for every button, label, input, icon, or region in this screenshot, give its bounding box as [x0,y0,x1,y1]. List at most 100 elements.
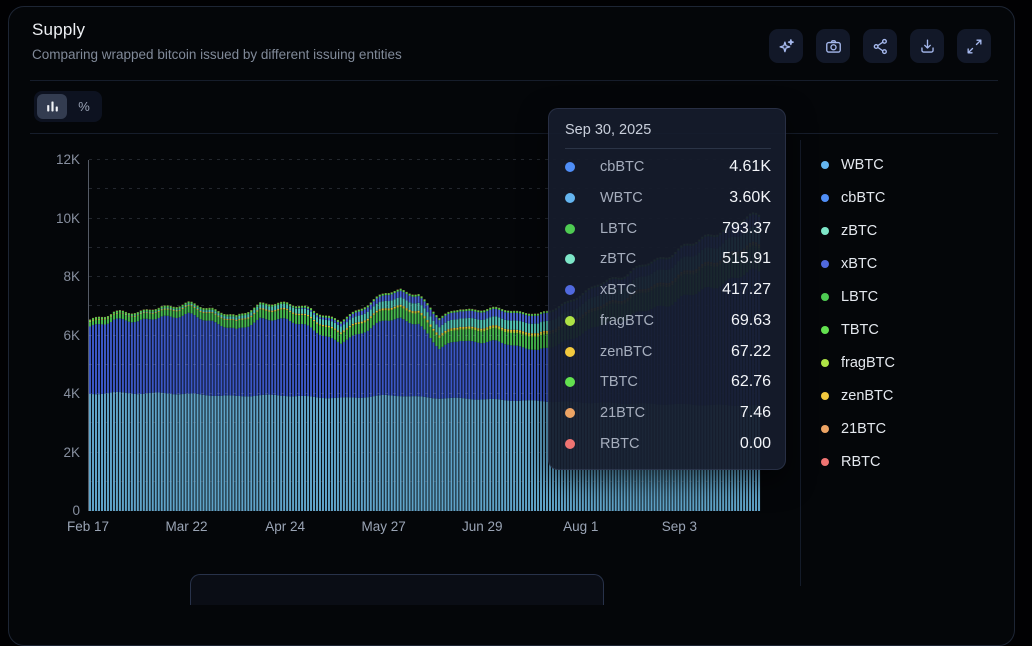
gridline [89,363,761,365]
legend-label: 21BTC [841,420,887,437]
legend-item[interactable]: zBTC [821,214,895,247]
legend-item[interactable]: cbBTC [821,181,895,214]
legend-label: cbBTC [841,189,886,206]
legend-label: RBTC [841,453,881,470]
expand-icon [966,38,982,54]
gridline [89,188,761,190]
header-divider [30,80,998,81]
legend-dot [821,457,829,466]
range-selector-panel-edge[interactable] [190,574,604,605]
series-value: 0.00 [739,434,771,452]
legend-item[interactable]: LBTC [821,280,895,313]
x-axis-tick-label: Apr 24 [265,519,305,534]
legend-label: TBTC [841,321,879,338]
gridline [89,393,761,394]
tooltip-row: cbBTC 4.61K [565,158,771,176]
x-axis-tick-label: Jun 29 [461,519,503,534]
series-dot [565,315,575,326]
legend-dot [821,226,829,235]
legend-divider [800,140,801,586]
gridline [89,422,761,424]
screenshot-button[interactable] [816,29,850,63]
legend-item[interactable]: zenBTC [821,379,895,412]
tooltip-rows: cbBTC 4.61K WBTC 3.60K LBTC 793.37 zBTC 515.91 x… [565,158,771,453]
gridline [89,480,761,482]
series-label: fragBTC [600,312,654,329]
tooltip-row: fragBTC 69.63 [565,312,771,330]
series-value: 3.60K [729,188,771,206]
series-value: 69.63 [730,311,771,329]
legend-label: LBTC [841,288,879,305]
series-dot [565,408,575,419]
legend-item[interactable]: xBTC [821,247,895,280]
gridline [89,246,761,248]
camera-icon [825,39,841,53]
series-dot [565,192,575,203]
share-button[interactable] [863,29,897,63]
legend-label: WBTC [841,156,884,173]
legend-dot [821,424,829,433]
gridline [89,510,761,511]
tooltip-date: Sep 30, 2025 [565,122,652,138]
series-label: 21BTC [600,405,646,422]
gridline [89,159,761,160]
x-axis-tick-label: Aug 1 [563,519,599,534]
x-axis-tick-label: May 27 [361,519,406,534]
series-value: 417.27 [722,281,771,299]
y-axis-tick-label: 0 [72,503,80,518]
legend-item[interactable]: 21BTC [821,412,895,445]
chart-legend: WBTC cbBTC zBTC xBTC LBTC TBTC fragBTC zenBTC 21… [821,148,895,478]
legend-label: fragBTC [841,354,895,371]
ai-assistant-button[interactable] [769,29,803,63]
legend-dot [821,160,829,169]
legend-label: zenBTC [841,387,894,404]
series-dot [565,377,575,388]
page-title: Supply [32,20,86,39]
tooltip-row: 21BTC 7.46 [565,404,771,422]
legend-item[interactable]: TBTC [821,313,895,346]
series-value: 793.37 [722,219,771,237]
legend-item[interactable]: fragBTC [821,346,895,379]
legend-dot [821,292,829,301]
bar-chart-icon [46,101,58,112]
series-dot [565,438,575,449]
legend-dot [821,193,829,202]
series-value: 515.91 [722,250,771,268]
tooltip-row: xBTC 417.27 [565,281,771,299]
legend-dot [821,358,829,367]
series-dot [565,162,575,172]
series-value: 67.22 [730,342,771,360]
gridline [89,276,761,277]
toggle-percent-button[interactable]: % [69,94,99,119]
chart-toolbar [769,29,991,63]
tooltip-row: zenBTC 67.22 [565,343,771,361]
series-label: xBTC [600,282,637,299]
gridline [89,451,761,453]
series-label: zenBTC [600,343,653,360]
series-dot [565,254,575,265]
view-toggle: % [34,91,102,122]
page-subtitle: Comparing wrapped bitcoin issued by diff… [32,47,402,62]
legend-dot [821,325,829,334]
x-axis-tick-label: Sep 3 [661,519,697,534]
y-axis-tick-label: 12K [55,152,80,167]
gridline [89,305,761,307]
legend-item[interactable]: WBTC [821,148,895,181]
toggle-bars-button[interactable] [37,94,67,119]
series-label: WBTC [600,189,643,206]
series-value: 4.61K [729,158,771,175]
toolbar-divider [30,133,998,134]
series-label: zBTC [600,251,637,268]
download-button[interactable] [910,29,944,63]
x-axis-tick-label: Mar 22 [165,519,208,534]
legend-item[interactable]: RBTC [821,445,895,478]
series-label: cbBTC [600,159,645,175]
y-axis-tick-label: 8K [63,269,80,284]
series-label: TBTC [600,374,638,391]
download-icon [920,38,934,53]
tooltip-row: LBTC 793.37 [565,220,771,238]
series-dot [565,285,575,296]
gridline [89,217,761,219]
tooltip-row: RBTC 0.00 [565,435,771,453]
fullscreen-button[interactable] [957,29,991,63]
